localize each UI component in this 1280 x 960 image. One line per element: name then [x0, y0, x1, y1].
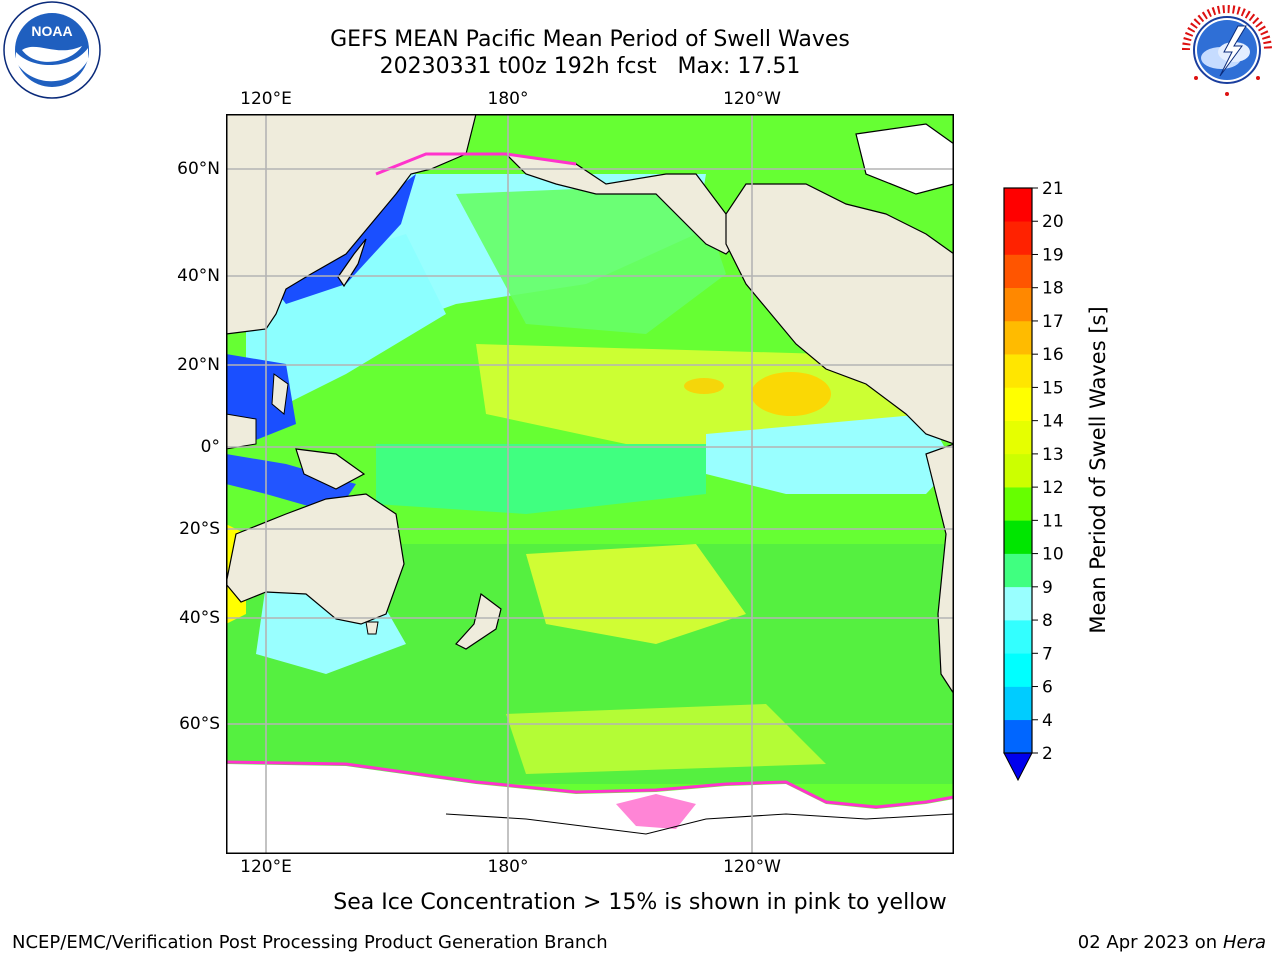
subantarctic-yellow	[506, 704, 826, 774]
colorbar-tick-label: 4	[1042, 711, 1053, 731]
lat-tick-0: 0°	[200, 437, 220, 457]
colorbar: 2 4 6 7 8 9 10 11 12 13 14 15 16 17 18 19 20 21	[1003, 180, 1064, 782]
hotspot-central	[684, 378, 724, 394]
graticule	[226, 114, 954, 854]
land-tasmania	[365, 621, 379, 635]
land-north-america	[725, 183, 954, 445]
land-japan	[337, 238, 367, 288]
colorbar-segment	[1004, 320, 1032, 355]
colorbar-segment	[1004, 188, 1032, 222]
colorbar-tick-label: 20	[1042, 212, 1064, 232]
lon-tick-bottom-2: 180°	[487, 857, 529, 877]
antarctic-ice-edge	[226, 760, 954, 809]
colorbar-tick-label: 10	[1042, 545, 1064, 565]
ross-sea-ice	[616, 794, 696, 829]
colorbar-segment	[1004, 387, 1032, 421]
antarctic-ice	[226, 764, 954, 854]
colorbar-segment	[1004, 553, 1032, 588]
colorbar-tick-label: 13	[1042, 445, 1064, 465]
colorbar-segment	[1004, 420, 1032, 455]
colorbar-segment	[1004, 653, 1032, 687]
colorbar-tick-label: 12	[1042, 478, 1064, 498]
colorbar-tick-label: 19	[1042, 245, 1064, 265]
lat-tick-60n: 60°N	[177, 159, 220, 179]
colorbar-tick-label: 16	[1042, 345, 1064, 365]
colorbar-tick-label: 18	[1042, 279, 1064, 299]
colorbar-tick-label: 6	[1042, 678, 1053, 698]
colorbar-segment	[1004, 453, 1032, 488]
central-pacific-yellowgreen	[476, 344, 926, 444]
land-australia	[226, 493, 405, 625]
colorbar-segment	[1004, 586, 1032, 621]
equatorial-green	[376, 444, 706, 514]
colorbar-segment	[1004, 287, 1032, 322]
colorbar-tick-label: 21	[1042, 180, 1064, 199]
colorbar-segment	[1004, 221, 1032, 255]
lat-tick-60s: 60°S	[179, 714, 220, 734]
land-new-zealand	[455, 592, 502, 650]
lon-tick-top-1: 120°E	[240, 89, 292, 109]
national-weather-service-logo	[1179, 2, 1275, 98]
colorbar-tick-label: 9	[1042, 578, 1053, 598]
bering-ice-edge	[375, 152, 577, 176]
antarctic-coast	[445, 813, 954, 835]
lat-tick-20s: 20°S	[179, 519, 220, 539]
colorbar-tick-label: 15	[1042, 378, 1064, 398]
colorbar-tick-label: 11	[1042, 511, 1064, 531]
colorbar-segment	[1004, 686, 1032, 721]
east-pacific-cyan	[706, 414, 954, 494]
footer-date: 02 Apr 2023 on Hera	[1078, 932, 1266, 953]
land-borneo	[226, 413, 257, 450]
colorbar-segment	[1004, 487, 1032, 521]
indonesian-seas	[226, 454, 356, 514]
map-subtitle: 20230331 t00z 192h fcst Max: 17.51	[379, 54, 801, 79]
land-south-america	[925, 443, 954, 696]
footer-credit: NCEP/EMC/Verification Post Processing Pr…	[12, 932, 608, 953]
land-arctic-canada	[855, 123, 954, 195]
lat-tick-40n: 40°N	[177, 266, 220, 286]
colorbar-segment	[1004, 520, 1032, 554]
lon-tick-bottom-1: 120°E	[240, 857, 292, 877]
land-new-guinea	[295, 448, 366, 490]
svg-text:NOAA: NOAA	[31, 23, 72, 39]
hotspot-east-pacific	[751, 372, 831, 416]
sea-ice-note: Sea Ice Concentration > 15% is shown in …	[333, 890, 947, 915]
swell-period-map	[226, 114, 954, 854]
south-pacific-yellow	[526, 544, 746, 644]
colorbar-tick-label: 14	[1042, 412, 1064, 432]
colorbar-tick-label: 2	[1042, 744, 1053, 764]
map-title: GEFS MEAN Pacific Mean Period of Swell W…	[330, 27, 850, 52]
colorbar-label: Mean Period of Swell Waves [s]	[1086, 306, 1110, 634]
colorbar-segment	[1004, 620, 1032, 654]
lat-tick-40s: 40°S	[179, 608, 220, 628]
lon-tick-bottom-3: 120°W	[723, 857, 781, 877]
noaa-logo: NOAA	[3, 1, 101, 99]
lon-tick-top-3: 120°W	[723, 89, 781, 109]
colorbar-tick-label: 7	[1042, 644, 1053, 664]
north-pacific-green-mix	[456, 184, 726, 334]
land-philippines	[271, 373, 289, 415]
lat-tick-20n: 20°N	[177, 355, 220, 375]
colorbar-segment	[1004, 254, 1032, 289]
colorbar-tick-label: 8	[1042, 611, 1053, 631]
colorbar-segment	[1004, 354, 1032, 388]
lon-tick-top-2: 180°	[487, 89, 529, 109]
colorbar-segment	[1004, 719, 1032, 754]
footer-machine: Hera	[1222, 932, 1266, 953]
colorbar-extend-arrow	[1003, 752, 1033, 782]
colorbar-tick-label: 17	[1042, 312, 1064, 332]
footer-date-text: 02 Apr 2023 on	[1077, 932, 1223, 953]
